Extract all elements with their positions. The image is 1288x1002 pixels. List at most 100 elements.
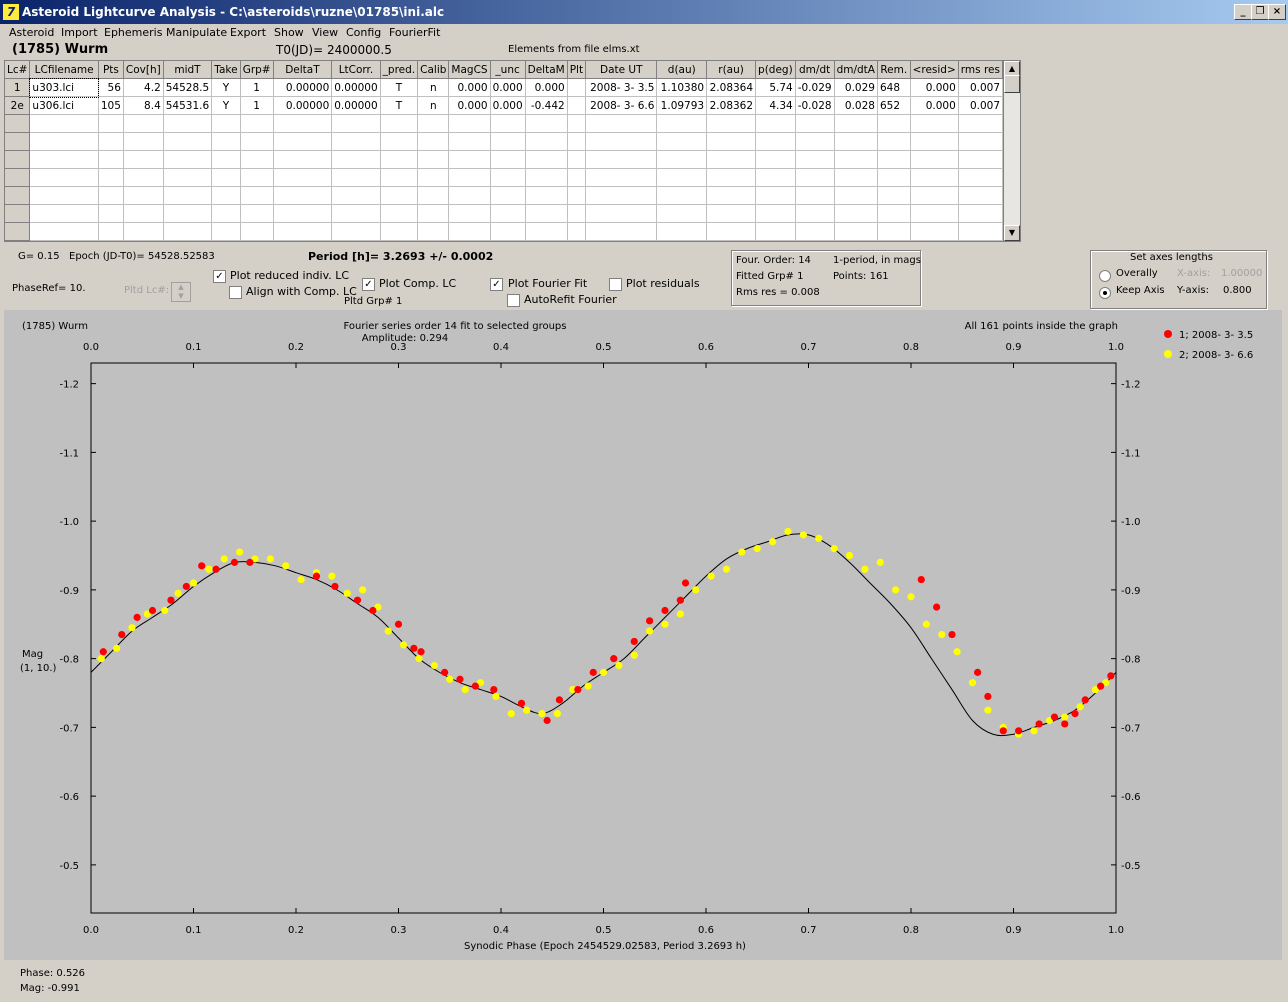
table-cell[interactable] (273, 150, 333, 169)
table-cell[interactable] (490, 150, 526, 169)
table-cell[interactable]: -0.028 (795, 96, 835, 115)
table-cell[interactable] (958, 150, 1003, 169)
column-header[interactable]: midT (163, 61, 213, 79)
table-cell[interactable] (211, 186, 241, 205)
table-cell[interactable] (910, 114, 959, 133)
table-cell[interactable] (755, 204, 796, 223)
table-cell[interactable] (380, 132, 419, 151)
table-cell[interactable]: 0.000 (448, 96, 491, 115)
table-cell[interactable]: 54531.6 (163, 96, 213, 115)
row-header[interactable] (5, 168, 31, 187)
table-cell[interactable] (525, 204, 568, 223)
table-cell[interactable] (567, 78, 587, 97)
column-header[interactable]: _unc (490, 61, 526, 79)
table-cell[interactable] (380, 204, 419, 223)
table-cell[interactable] (567, 168, 587, 187)
table-cell[interactable]: Y (211, 78, 241, 97)
table-cell[interactable] (123, 186, 164, 205)
table-cell[interactable] (211, 204, 241, 223)
table-cell[interactable] (98, 132, 124, 151)
column-header[interactable]: dm/dt (795, 61, 835, 79)
column-header[interactable]: DeltaM (525, 61, 568, 79)
table-cell[interactable] (656, 186, 708, 205)
close-button[interactable]: × (1268, 4, 1286, 20)
table-cell[interactable] (123, 222, 164, 241)
table-cell[interactable] (331, 168, 381, 187)
column-header[interactable]: <resid> (910, 61, 959, 79)
table-cell[interactable] (448, 186, 491, 205)
table-cell[interactable]: n (417, 96, 450, 115)
table-cell[interactable]: 2008- 3- 3.5 (585, 78, 658, 97)
table-cell[interactable] (877, 168, 911, 187)
table-cell[interactable]: 1 (240, 78, 274, 97)
table-cell[interactable] (525, 222, 568, 241)
table-cell[interactable] (706, 186, 757, 205)
table-cell[interactable] (795, 222, 835, 241)
table-cell[interactable]: 0.00000 (331, 96, 381, 115)
table-cell[interactable] (211, 150, 241, 169)
table-cell[interactable] (211, 222, 241, 241)
table-cell[interactable] (331, 222, 381, 241)
table-cell[interactable] (877, 222, 911, 241)
table-cell[interactable] (755, 132, 796, 151)
table-cell[interactable] (240, 222, 274, 241)
table-cell[interactable] (123, 168, 164, 187)
menu-view[interactable]: View (312, 26, 339, 39)
table-cell[interactable] (834, 186, 878, 205)
table-cell[interactable] (448, 204, 491, 223)
table-cell[interactable] (123, 132, 164, 151)
table-cell[interactable] (877, 186, 911, 205)
table-cell[interactable] (834, 132, 878, 151)
table-cell[interactable] (29, 168, 99, 187)
table-cell[interactable]: 105 (98, 96, 124, 115)
table-cell[interactable] (123, 204, 164, 223)
column-header[interactable]: Rem. (877, 61, 911, 79)
table-cell[interactable] (958, 186, 1003, 205)
table-cell[interactable] (834, 222, 878, 241)
table-cell[interactable]: 0.029 (834, 78, 878, 97)
table-cell[interactable] (448, 150, 491, 169)
table-cell[interactable] (380, 186, 419, 205)
table-cell[interactable] (240, 168, 274, 187)
table-cell[interactable] (29, 186, 99, 205)
table-cell[interactable] (448, 114, 491, 133)
table-cell[interactable] (380, 168, 419, 187)
table-cell[interactable] (163, 204, 213, 223)
keep-axis-radio[interactable] (1099, 287, 1111, 299)
column-header[interactable]: r(au) (706, 61, 757, 79)
row-header[interactable] (5, 204, 31, 223)
table-cell[interactable] (567, 204, 587, 223)
table-cell[interactable] (240, 186, 274, 205)
column-header[interactable]: _pred. (380, 61, 419, 79)
column-header[interactable]: Take (211, 61, 241, 79)
table-cell[interactable] (958, 222, 1003, 241)
table-cell[interactable] (910, 168, 959, 187)
table-cell[interactable]: T (380, 96, 419, 115)
table-cell[interactable] (795, 168, 835, 187)
column-header[interactable]: Pts (98, 61, 124, 79)
table-scrollbar[interactable]: ▲ ▼ (1003, 60, 1021, 242)
table-cell[interactable]: 0.00000 (273, 96, 333, 115)
table-cell[interactable] (585, 114, 658, 133)
table-cell[interactable] (795, 186, 835, 205)
row-header[interactable]: 1 (5, 78, 31, 97)
table-cell[interactable] (240, 204, 274, 223)
overally-radio[interactable] (1099, 270, 1111, 282)
table-cell[interactable]: 4.34 (755, 96, 796, 115)
table-cell[interactable]: 648 (877, 78, 911, 97)
plot-fourier-checkbox[interactable]: ✓ (490, 278, 503, 291)
table-cell[interactable] (585, 204, 658, 223)
table-cell[interactable] (656, 222, 708, 241)
scroll-thumb[interactable] (1004, 75, 1020, 93)
table-cell[interactable] (656, 150, 708, 169)
table-cell[interactable] (958, 114, 1003, 133)
table-cell[interactable]: n (417, 78, 450, 97)
table-cell[interactable] (211, 114, 241, 133)
table-row-empty[interactable] (5, 150, 1003, 169)
table-cell[interactable] (958, 132, 1003, 151)
table-cell[interactable] (910, 186, 959, 205)
table-cell[interactable] (490, 204, 526, 223)
table-cell[interactable] (331, 114, 381, 133)
table-cell[interactable] (123, 150, 164, 169)
